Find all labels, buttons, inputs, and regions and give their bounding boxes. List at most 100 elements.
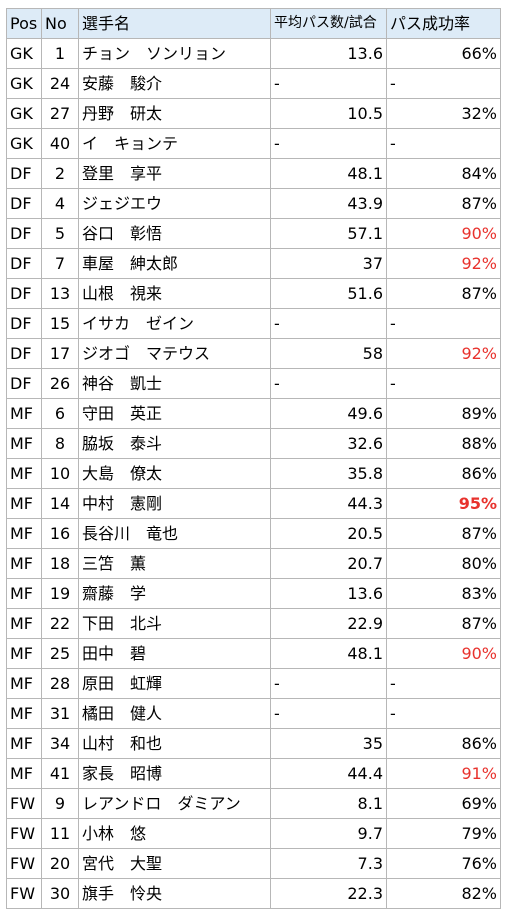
cell-number: 14: [41, 488, 79, 519]
header-pass-success-rate: パス成功率: [386, 8, 501, 39]
cell-position: GK: [6, 68, 42, 99]
cell-player-name: 原田 虹輝: [78, 668, 271, 699]
table-row: DF 2 登里 享平 48.1 84%: [6, 158, 501, 189]
cell-position: DF: [6, 248, 42, 279]
cell-player-name: イ キョンテ: [78, 128, 271, 159]
cell-position: DF: [6, 338, 42, 369]
cell-avg-passes: 48.1: [270, 158, 387, 189]
cell-player-name: 神谷 凱士: [78, 368, 271, 399]
cell-number: 8: [41, 428, 79, 459]
header-no: No: [41, 8, 79, 39]
cell-avg-passes: 10.5: [270, 98, 387, 129]
cell-pass-success-rate: 92%: [386, 248, 501, 279]
cell-pass-success-rate: 84%: [386, 158, 501, 189]
table-row: MF 31 橘田 健人 - -: [6, 698, 501, 729]
cell-pass-success-rate: 76%: [386, 848, 501, 879]
header-pos: Pos: [6, 8, 42, 39]
cell-position: MF: [6, 488, 42, 519]
cell-player-name: チョン ソンリョン: [78, 38, 271, 69]
cell-player-name: ジェジエウ: [78, 188, 271, 219]
cell-avg-passes: 20.7: [270, 548, 387, 579]
cell-position: DF: [6, 218, 42, 249]
table-row: MF 10 大島 僚太 35.8 86%: [6, 458, 501, 489]
cell-avg-passes: 13.6: [270, 578, 387, 609]
cell-avg-passes: 9.7: [270, 818, 387, 849]
cell-number: 2: [41, 158, 79, 189]
table-row: MF 19 齋藤 学 13.6 83%: [6, 578, 501, 609]
cell-position: FW: [6, 848, 42, 879]
cell-pass-success-rate: 89%: [386, 398, 501, 429]
cell-avg-passes: 32.6: [270, 428, 387, 459]
cell-position: DF: [6, 368, 42, 399]
cell-pass-success-rate: -: [386, 68, 501, 99]
cell-position: MF: [6, 578, 42, 609]
cell-avg-passes: 44.4: [270, 758, 387, 789]
cell-player-name: 安藤 駿介: [78, 68, 271, 99]
cell-position: GK: [6, 38, 42, 69]
table-body: GK 1 チョン ソンリョン 13.6 66% GK 24 安藤 駿介 - - GK 27 丹野 研太 1…: [6, 38, 501, 909]
table-row: DF 5 谷口 彰悟 57.1 90%: [6, 218, 501, 249]
cell-pass-success-rate: 87%: [386, 278, 501, 309]
cell-player-name: ジオゴ マテウス: [78, 338, 271, 369]
cell-number: 7: [41, 248, 79, 279]
table-row: MF 6 守田 英正 49.6 89%: [6, 398, 501, 429]
cell-number: 4: [41, 188, 79, 219]
cell-player-name: 小林 悠: [78, 818, 271, 849]
cell-pass-success-rate: 82%: [386, 878, 501, 909]
cell-avg-passes: 44.3: [270, 488, 387, 519]
cell-pass-success-rate: 90%: [386, 218, 501, 249]
cell-avg-passes: 35.8: [270, 458, 387, 489]
cell-player-name: 谷口 彰悟: [78, 218, 271, 249]
cell-player-name: 守田 英正: [78, 398, 271, 429]
cell-number: 19: [41, 578, 79, 609]
cell-number: 18: [41, 548, 79, 579]
cell-player-name: レアンドロ ダミアン: [78, 788, 271, 819]
cell-number: 11: [41, 818, 79, 849]
cell-player-name: イサカ ゼイン: [78, 308, 271, 339]
cell-pass-success-rate: -: [386, 308, 501, 339]
cell-number: 5: [41, 218, 79, 249]
cell-avg-passes: 22.3: [270, 878, 387, 909]
cell-avg-passes: 13.6: [270, 38, 387, 69]
cell-pass-success-rate: 86%: [386, 458, 501, 489]
table-row: MF 14 中村 憲剛 44.3 95%: [6, 488, 501, 519]
cell-pass-success-rate: 86%: [386, 728, 501, 759]
cell-number: 28: [41, 668, 79, 699]
cell-player-name: 丹野 研太: [78, 98, 271, 129]
header-avg-passes: 平均パス数/試合: [270, 8, 387, 39]
cell-player-name: 下田 北斗: [78, 608, 271, 639]
cell-pass-success-rate: -: [386, 698, 501, 729]
table-row: MF 34 山村 和也 35 86%: [6, 728, 501, 759]
cell-number: 24: [41, 68, 79, 99]
cell-avg-passes: 43.9: [270, 188, 387, 219]
cell-number: 31: [41, 698, 79, 729]
player-pass-stats-table: Pos No 選手名 平均パス数/試合 パス成功率 GK 1 チョン ソンリョン 13…: [6, 8, 501, 909]
cell-pass-success-rate: 87%: [386, 608, 501, 639]
cell-position: DF: [6, 278, 42, 309]
cell-avg-passes: 35: [270, 728, 387, 759]
table-row: DF 17 ジオゴ マテウス 58 92%: [6, 338, 501, 369]
cell-pass-success-rate: 95%: [386, 488, 501, 519]
cell-player-name: 橘田 健人: [78, 698, 271, 729]
cell-number: 40: [41, 128, 79, 159]
table-row: DF 26 神谷 凱士 - -: [6, 368, 501, 399]
cell-avg-passes: -: [270, 128, 387, 159]
cell-avg-passes: 20.5: [270, 518, 387, 549]
table-header: Pos No 選手名 平均パス数/試合 パス成功率: [6, 8, 501, 39]
table-row: DF 15 イサカ ゼイン - -: [6, 308, 501, 339]
table-row: MF 22 下田 北斗 22.9 87%: [6, 608, 501, 639]
cell-number: 34: [41, 728, 79, 759]
table-row: MF 41 家長 昭博 44.4 91%: [6, 758, 501, 789]
cell-player-name: 脇坂 泰斗: [78, 428, 271, 459]
cell-position: FW: [6, 878, 42, 909]
cell-pass-success-rate: 83%: [386, 578, 501, 609]
cell-player-name: 家長 昭博: [78, 758, 271, 789]
cell-number: 26: [41, 368, 79, 399]
cell-position: MF: [6, 458, 42, 489]
cell-avg-passes: 37: [270, 248, 387, 279]
cell-pass-success-rate: 80%: [386, 548, 501, 579]
cell-position: MF: [6, 758, 42, 789]
cell-pass-success-rate: -: [386, 368, 501, 399]
cell-position: MF: [6, 518, 42, 549]
cell-player-name: 長谷川 竜也: [78, 518, 271, 549]
